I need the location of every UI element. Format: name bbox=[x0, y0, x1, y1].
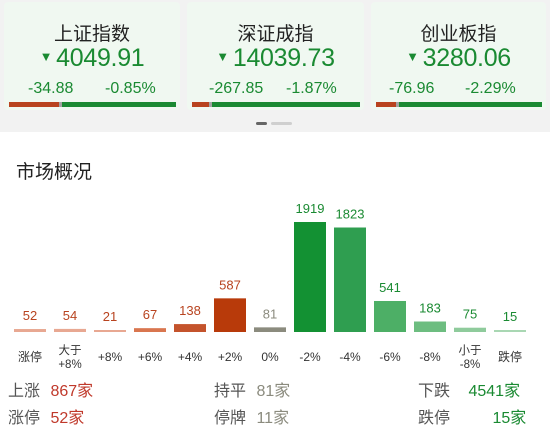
index-price-value: 14039.73 bbox=[232, 44, 335, 72]
bar-value-label: 1919 bbox=[296, 201, 325, 216]
bar-value-label: 541 bbox=[379, 280, 401, 295]
bar-value-label: 54 bbox=[63, 308, 77, 323]
bar-10 bbox=[414, 321, 446, 332]
index-name: 深证成指 bbox=[237, 24, 314, 45]
index-cards: 上证指数 ▼ 4049.91 -34.88 -0.85% 深证成指 ▼ 14039.… bbox=[0, 0, 550, 112]
breadth-bar bbox=[9, 102, 176, 107]
category-label: -4% bbox=[339, 350, 361, 364]
stat-value: 867家 bbox=[50, 383, 94, 400]
breadth-bar bbox=[376, 102, 542, 107]
stat-label: 上涨 bbox=[8, 383, 41, 400]
category-label: 大于 bbox=[59, 343, 82, 357]
bar-value-label: 1823 bbox=[336, 207, 365, 222]
category-label: 涨停 bbox=[18, 349, 42, 364]
down-arrow-icon: ▼ bbox=[216, 49, 229, 64]
bar-4 bbox=[174, 324, 206, 332]
breadth-down-segment bbox=[62, 102, 176, 107]
bar-5 bbox=[214, 298, 246, 332]
index-name: 上证指数 bbox=[53, 24, 130, 45]
category-label: +4% bbox=[178, 350, 203, 364]
category-label: +2% bbox=[218, 350, 243, 364]
category-label: -6% bbox=[379, 350, 401, 364]
breadth-flat-segment bbox=[395, 102, 400, 107]
stat-value: 52家 bbox=[50, 410, 85, 427]
bar-value-label: 587 bbox=[219, 277, 241, 292]
index-change: -34.88 bbox=[28, 80, 74, 97]
bar-2 bbox=[94, 330, 126, 332]
stat-value: 15家 bbox=[492, 410, 527, 427]
down-arrow-icon: ▼ bbox=[39, 49, 53, 64]
stat-value: 4541家 bbox=[468, 383, 521, 400]
category-label: 小于 bbox=[459, 344, 482, 357]
bar-value-label: 183 bbox=[419, 301, 441, 316]
index-change: -76.96 bbox=[389, 80, 435, 97]
category-label: -2% bbox=[299, 350, 321, 364]
carousel-dot[interactable] bbox=[271, 122, 292, 125]
bar-1 bbox=[54, 328, 86, 332]
breadth-up-segment bbox=[376, 102, 396, 107]
breadth-flat-segment bbox=[208, 102, 213, 107]
category-label: 跌停 bbox=[498, 349, 522, 364]
stat-label: 停牌 bbox=[214, 410, 247, 427]
stat-up: 上涨 867家 bbox=[8, 377, 93, 401]
bar-0 bbox=[14, 329, 46, 332]
distribution-chart: 52 涨停 54 大于 +8% 21 +8% 67 +6% 138 +4% 587 +2% 81 0% 191… bbox=[14, 201, 526, 371]
index-price-value: 3280.06 bbox=[422, 44, 512, 72]
breadth-up-segment bbox=[192, 102, 209, 107]
bar-9 bbox=[374, 300, 406, 332]
stat-flat: 持平 81家 bbox=[214, 377, 290, 401]
breadth-down-segment bbox=[212, 102, 360, 107]
bar-value-label: 15 bbox=[503, 309, 517, 324]
stat-label: 涨停 bbox=[8, 410, 41, 427]
index-card-sh[interactable]: 上证指数 ▼ 4049.91 -34.88 -0.85% bbox=[4, 2, 180, 110]
category-label: -8% bbox=[419, 350, 441, 364]
market-overview-panel: 市场概况 52 涨停 54 大于 +8% 21 +8% 67 +6% 138 +4% 587 +2% 81… bbox=[0, 132, 550, 446]
index-price-value: 4049.91 bbox=[56, 44, 145, 72]
bar-value-label: 81 bbox=[263, 306, 277, 321]
index-price: ▼ 4049.91 bbox=[4, 44, 180, 73]
stat-value: 81家 bbox=[256, 383, 291, 400]
index-name: 创业板指 bbox=[420, 24, 497, 45]
stat-label: 持平 bbox=[214, 383, 247, 400]
stat-suspended: 停牌 11家 bbox=[214, 404, 289, 428]
stat-value: 11家 bbox=[256, 410, 290, 427]
category-label: +6% bbox=[138, 350, 163, 364]
category-label: +8% bbox=[98, 350, 123, 364]
bar-12 bbox=[494, 330, 526, 332]
bar-8 bbox=[334, 227, 366, 332]
down-arrow-icon: ▼ bbox=[406, 49, 419, 64]
carousel-dot-active[interactable] bbox=[256, 122, 267, 125]
bar-6 bbox=[254, 327, 286, 332]
index-percent: -0.85% bbox=[105, 80, 156, 97]
bar-3 bbox=[134, 328, 166, 332]
index-price: ▼ 3280.06 bbox=[371, 44, 546, 73]
breadth-flat-segment bbox=[59, 102, 63, 107]
bar-value-label: 75 bbox=[463, 307, 477, 322]
bar-value-label: 67 bbox=[143, 307, 157, 322]
index-card-sz[interactable]: 深证成指 ▼ 14039.73 -267.85 -1.87% bbox=[187, 2, 364, 110]
breadth-bar bbox=[192, 102, 360, 107]
bar-value-label: 138 bbox=[179, 303, 201, 318]
index-change: -267.85 bbox=[209, 80, 264, 97]
index-card-cy[interactable]: 创业板指 ▼ 3280.06 -76.96 -2.29% bbox=[371, 2, 546, 110]
bar-7 bbox=[294, 222, 326, 332]
breadth-down-segment bbox=[399, 102, 542, 107]
index-percent: -2.29% bbox=[465, 80, 516, 97]
bar-value-label: 52 bbox=[23, 308, 37, 323]
section-title: 市场概况 bbox=[16, 162, 93, 183]
stat-limit-up: 涨停 52家 bbox=[8, 404, 84, 428]
stat-limit-down: 跌停 15家 bbox=[418, 404, 526, 428]
carousel-indicator[interactable] bbox=[256, 122, 292, 125]
stat-label: 下跌 bbox=[418, 383, 451, 400]
category-label: -8% bbox=[460, 359, 480, 371]
category-label: 0% bbox=[261, 350, 279, 364]
category-label: +8% bbox=[58, 359, 81, 371]
index-price: ▼ 14039.73 bbox=[187, 44, 364, 73]
stat-down: 下跌 4541家 bbox=[418, 377, 520, 401]
bar-value-label: 21 bbox=[103, 309, 117, 324]
breadth-up-segment bbox=[9, 102, 60, 107]
stat-label: 跌停 bbox=[418, 410, 451, 427]
bar-11 bbox=[454, 327, 486, 332]
index-percent: -1.87% bbox=[286, 80, 337, 97]
